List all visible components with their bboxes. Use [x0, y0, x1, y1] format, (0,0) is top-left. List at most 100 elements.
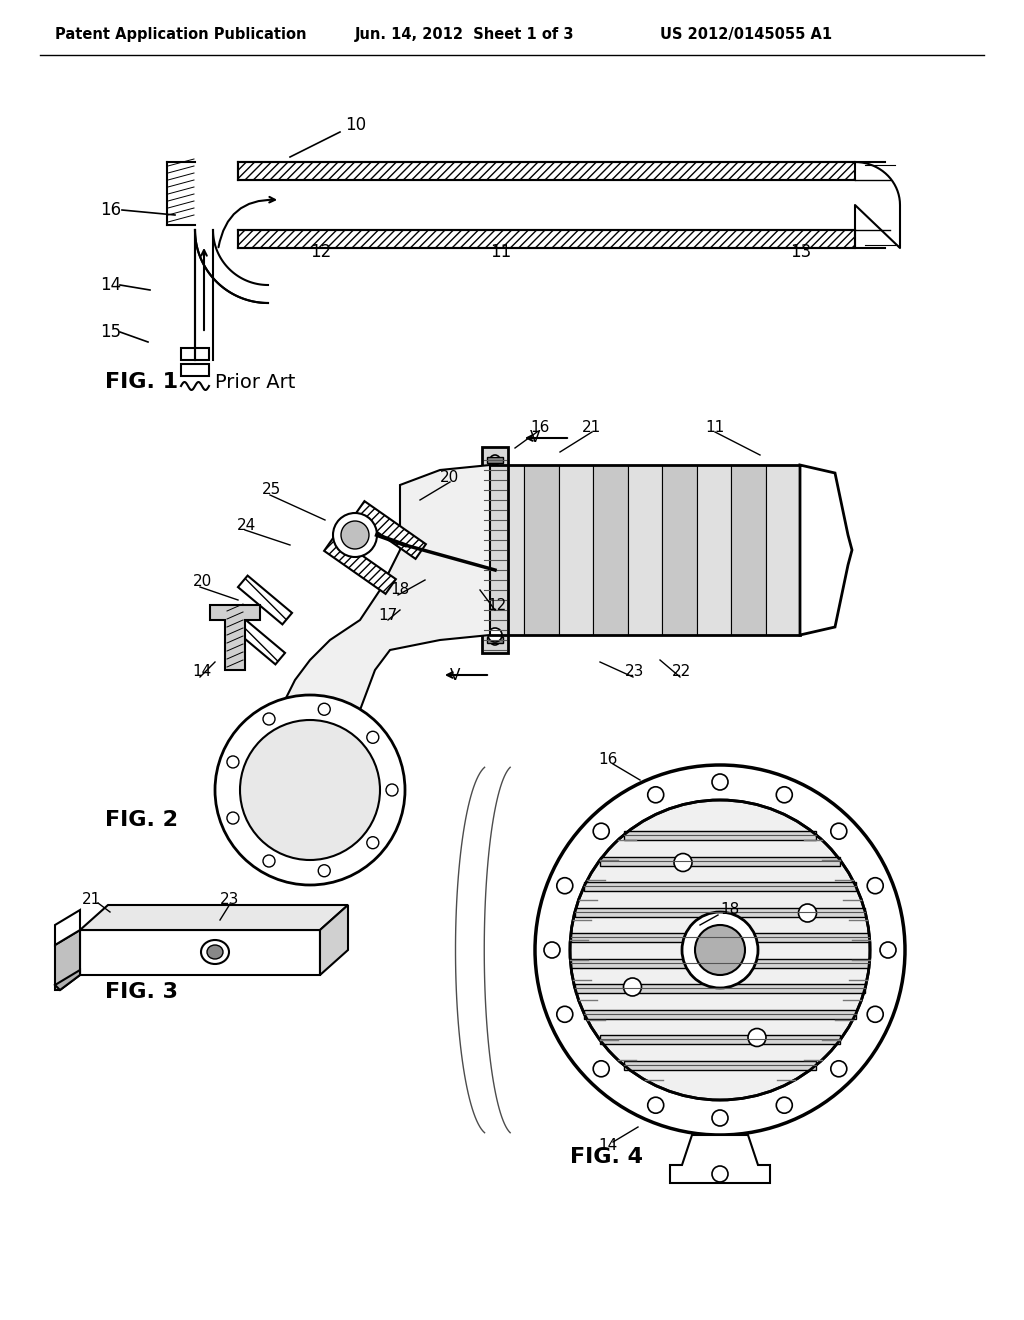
Bar	[575, 985, 865, 994]
Text: 12: 12	[310, 243, 331, 261]
Circle shape	[557, 878, 572, 894]
Polygon shape	[670, 1135, 770, 1183]
Bar	[575, 908, 865, 916]
Text: 24: 24	[237, 517, 256, 532]
Text: 23: 23	[220, 892, 240, 908]
Circle shape	[593, 1061, 609, 1077]
Circle shape	[263, 713, 275, 725]
Polygon shape	[80, 906, 348, 931]
Text: FIG. 2: FIG. 2	[105, 810, 178, 830]
Text: 17: 17	[378, 607, 397, 623]
Bar	[181, 348, 209, 360]
Bar	[238, 162, 855, 180]
Circle shape	[712, 1166, 728, 1181]
Text: 16: 16	[100, 201, 121, 219]
Text: Patent Application Publication: Patent Application Publication	[55, 28, 306, 42]
Text: 14: 14	[100, 276, 121, 294]
Circle shape	[748, 1028, 766, 1047]
Circle shape	[624, 978, 641, 997]
Circle shape	[867, 878, 884, 894]
Circle shape	[712, 774, 728, 789]
Circle shape	[544, 942, 560, 958]
Polygon shape	[55, 931, 80, 990]
Circle shape	[240, 719, 380, 861]
Text: 14: 14	[193, 664, 211, 680]
Circle shape	[570, 800, 870, 1100]
Text: 16: 16	[598, 752, 617, 767]
Text: 10: 10	[345, 116, 367, 135]
Circle shape	[215, 696, 406, 884]
Bar	[487, 457, 503, 463]
Text: 14: 14	[598, 1138, 617, 1152]
Text: 15: 15	[100, 323, 121, 341]
Text: 21: 21	[82, 892, 101, 908]
Circle shape	[318, 865, 330, 876]
Circle shape	[593, 824, 609, 840]
Bar	[663, 465, 696, 635]
Text: 23: 23	[625, 664, 644, 680]
Circle shape	[333, 513, 377, 557]
Text: FIG. 1: FIG. 1	[105, 372, 178, 392]
Text: 21: 21	[582, 420, 601, 434]
Circle shape	[227, 812, 239, 824]
Circle shape	[799, 904, 816, 921]
Bar	[600, 1035, 841, 1044]
Text: 20: 20	[440, 470, 459, 484]
Circle shape	[488, 628, 502, 642]
Circle shape	[830, 824, 847, 840]
Bar	[696, 465, 731, 635]
Text: 22: 22	[672, 664, 691, 680]
Text: 16: 16	[530, 420, 549, 434]
Polygon shape	[482, 447, 508, 653]
Circle shape	[880, 942, 896, 958]
Bar	[624, 1061, 816, 1071]
Polygon shape	[238, 576, 292, 624]
Circle shape	[263, 855, 275, 867]
Bar	[181, 364, 209, 376]
Ellipse shape	[201, 940, 229, 964]
Circle shape	[490, 455, 500, 465]
Circle shape	[648, 1097, 664, 1113]
Bar	[585, 1010, 856, 1019]
Ellipse shape	[475, 465, 505, 635]
Circle shape	[227, 756, 239, 768]
Bar	[487, 638, 503, 643]
Text: US 2012/0145055 A1: US 2012/0145055 A1	[660, 28, 833, 42]
Text: 12: 12	[487, 598, 506, 612]
Circle shape	[682, 912, 758, 987]
Bar	[628, 465, 663, 635]
Polygon shape	[354, 502, 426, 558]
Text: 11: 11	[705, 420, 724, 434]
Bar	[490, 465, 524, 635]
Text: V: V	[450, 668, 461, 682]
Circle shape	[341, 521, 369, 549]
Polygon shape	[55, 970, 80, 990]
Circle shape	[867, 1006, 884, 1022]
Polygon shape	[800, 465, 852, 635]
Text: 11: 11	[490, 243, 511, 261]
Text: 18: 18	[390, 582, 410, 598]
Text: 18: 18	[720, 903, 739, 917]
Ellipse shape	[207, 945, 223, 960]
Bar	[731, 465, 766, 635]
Circle shape	[318, 704, 330, 715]
Bar	[593, 465, 628, 635]
Circle shape	[490, 635, 500, 645]
Bar	[570, 933, 869, 942]
Circle shape	[695, 925, 745, 975]
Circle shape	[674, 854, 692, 871]
Bar	[624, 832, 816, 840]
Text: Jun. 14, 2012  Sheet 1 of 3: Jun. 14, 2012 Sheet 1 of 3	[355, 28, 574, 42]
Circle shape	[648, 787, 664, 803]
Polygon shape	[231, 615, 285, 664]
Text: Prior Art: Prior Art	[215, 372, 295, 392]
Polygon shape	[325, 536, 396, 594]
Text: 20: 20	[193, 574, 212, 590]
Circle shape	[830, 1061, 847, 1077]
Text: 13: 13	[790, 243, 811, 261]
Circle shape	[367, 731, 379, 743]
Polygon shape	[80, 931, 319, 975]
Polygon shape	[55, 909, 80, 945]
Text: FIG. 3: FIG. 3	[105, 982, 178, 1002]
Bar	[600, 857, 841, 866]
